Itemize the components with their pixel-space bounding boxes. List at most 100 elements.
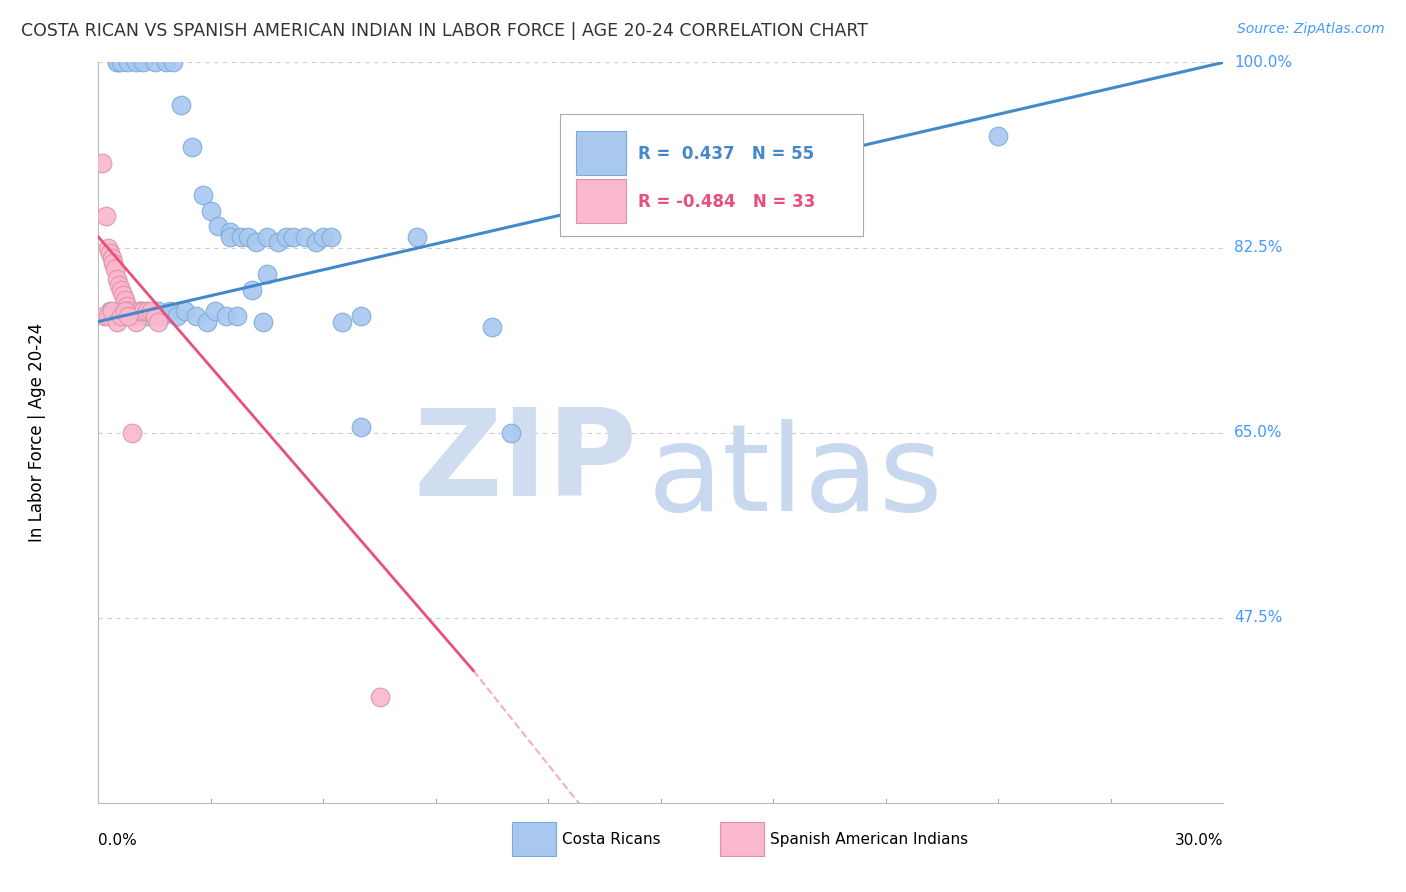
Point (105, 314, 128, 328)
Point (94, 209, 117, 223)
Point (108, 277, 131, 292)
Point (110, 310, 132, 324)
Point (195, 314, 218, 328)
Text: 65.0%: 65.0% (1234, 425, 1282, 440)
Point (115, 299, 138, 313)
FancyBboxPatch shape (576, 131, 626, 175)
Point (267, 235, 290, 250)
Point (229, 230, 252, 244)
Point (207, 219, 229, 234)
Point (104, 261, 127, 276)
Point (100, 251, 122, 265)
Text: Costa Ricans: Costa Ricans (562, 831, 661, 847)
Text: R =  0.437   N = 55: R = 0.437 N = 55 (638, 145, 814, 162)
Point (294, 230, 316, 244)
FancyBboxPatch shape (720, 822, 765, 856)
Text: Spanish American Indians: Spanish American Indians (770, 831, 969, 847)
Point (139, 304, 162, 318)
Point (312, 230, 335, 244)
Point (181, 140, 204, 154)
Point (128, 304, 150, 318)
Point (204, 304, 226, 318)
Point (319, 230, 342, 244)
Point (103, 256, 125, 270)
Text: COSTA RICAN VS SPANISH AMERICAN INDIAN IN LABOR FORCE | AGE 20-24 CORRELATION CH: COSTA RICAN VS SPANISH AMERICAN INDIAN I… (21, 22, 868, 40)
Point (218, 225, 240, 239)
Point (117, 304, 139, 318)
Point (406, 230, 429, 244)
Point (193, 187, 215, 202)
Point (97, 310, 120, 324)
Point (110, 55, 132, 70)
Point (143, 55, 166, 70)
Point (120, 304, 142, 318)
Point (136, 304, 159, 318)
Point (132, 304, 155, 318)
Point (330, 314, 353, 328)
Point (256, 267, 278, 281)
Point (274, 230, 297, 244)
Point (111, 288, 134, 302)
Point (105, 55, 128, 70)
Point (200, 203, 222, 218)
Point (148, 314, 170, 328)
Point (148, 304, 170, 318)
Point (114, 310, 136, 324)
Text: 82.5%: 82.5% (1234, 240, 1282, 255)
Point (110, 304, 132, 318)
Text: 30.0%: 30.0% (1175, 833, 1223, 848)
Point (226, 310, 249, 324)
Point (173, 304, 195, 318)
Text: atlas: atlas (648, 418, 943, 535)
Point (238, 230, 260, 244)
Point (215, 310, 238, 324)
Point (97, 240, 120, 254)
Point (159, 304, 181, 318)
Point (170, 97, 193, 112)
Text: 0.0%: 0.0% (98, 833, 138, 848)
Point (350, 310, 373, 324)
FancyBboxPatch shape (576, 179, 626, 223)
Point (218, 230, 240, 244)
Point (305, 235, 328, 250)
Point (93, 310, 115, 324)
Point (245, 235, 267, 250)
Point (136, 310, 159, 324)
Point (114, 304, 136, 318)
Point (155, 55, 177, 70)
Point (105, 55, 128, 70)
Point (481, 319, 503, 334)
Point (121, 310, 143, 324)
FancyBboxPatch shape (560, 114, 863, 236)
Point (256, 230, 278, 244)
Point (125, 55, 148, 70)
Point (125, 314, 148, 328)
Point (121, 310, 143, 324)
Text: Source: ZipAtlas.com: Source: ZipAtlas.com (1237, 22, 1385, 37)
Point (166, 310, 188, 324)
Point (132, 55, 155, 70)
Point (368, 690, 391, 704)
Point (121, 425, 143, 440)
Text: 47.5%: 47.5% (1234, 610, 1282, 625)
Point (499, 425, 522, 440)
Point (184, 310, 207, 324)
Point (100, 304, 122, 318)
Point (122, 310, 145, 324)
Point (128, 304, 150, 318)
Text: 100.0%: 100.0% (1234, 55, 1292, 70)
Point (162, 55, 184, 70)
Point (98, 245, 121, 260)
Point (117, 310, 139, 324)
Point (117, 304, 139, 318)
Point (987, 129, 1010, 144)
Point (350, 420, 373, 434)
Point (105, 272, 128, 286)
Point (150, 310, 173, 324)
Point (103, 310, 125, 324)
FancyBboxPatch shape (512, 822, 557, 856)
Point (117, 55, 139, 70)
Point (143, 310, 166, 324)
Text: R = -0.484   N = 33: R = -0.484 N = 33 (638, 193, 815, 211)
Point (283, 230, 305, 244)
